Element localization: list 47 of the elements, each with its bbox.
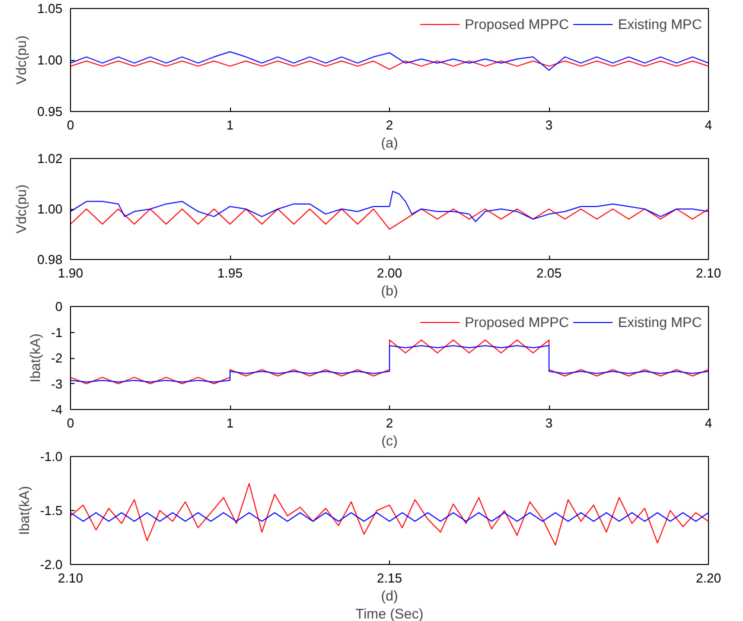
x-tick-label: 2.10 — [696, 266, 722, 280]
line-series — [70, 345, 708, 382]
x-tick-label: 2.00 — [376, 266, 402, 280]
y-tick-label: 1.00 — [37, 202, 63, 216]
x-tick-label: 2 — [386, 416, 394, 430]
y-tick-label: 1.00 — [37, 52, 63, 68]
text: (d) — [380, 588, 398, 604]
line-series — [70, 190, 708, 222]
x-tick-label: 1.90 — [58, 266, 84, 280]
x-tick-label: 2.05 — [536, 266, 562, 280]
line-series — [70, 208, 708, 230]
x-tick-label: 1 — [226, 118, 234, 132]
y-tick-label: 1.02 — [37, 151, 63, 166]
x-tick-label: 2 — [386, 118, 394, 132]
legend-label: Existing MPC — [618, 314, 702, 330]
legend-label: Proposed MPPC — [464, 16, 569, 32]
line-series — [70, 483, 708, 546]
y-axis-title: Ibat(kA) — [16, 486, 32, 536]
x-tick-label: 1 — [226, 416, 234, 430]
legend-label: Existing MPC — [618, 16, 702, 32]
line-series — [70, 339, 708, 384]
x-tick-label: 4 — [704, 416, 712, 430]
x-tick-label: 0 — [66, 118, 74, 132]
y-tick-label: -2 — [50, 350, 63, 366]
x-tick-label: 0 — [66, 416, 74, 430]
y-axis-title: Ibat(kA) — [26, 333, 43, 383]
y-tick-label: 1.05 — [37, 1, 63, 16]
line-series — [70, 51, 708, 71]
x-tick-label: 4 — [704, 118, 712, 132]
y-tick-label: 0.98 — [37, 252, 63, 267]
y-tick-label: 0.95 — [37, 104, 63, 119]
y-axis-title: Vdc(pu) — [13, 184, 30, 234]
x-tick-label: 2.15 — [376, 570, 402, 586]
y-tick-label: -1 — [50, 324, 63, 340]
y-axis-title: Vdc(pu) — [13, 35, 30, 85]
y-tick-label: 0 — [55, 299, 63, 314]
x-tick-label: 3 — [545, 118, 553, 132]
x-tick-label: 1.95 — [217, 266, 243, 280]
y-tick-label: -4 — [50, 402, 63, 417]
x-tick-label: 3 — [545, 416, 553, 430]
y-tick-label: -1.0 — [40, 449, 63, 464]
y-tick-label: -1.5 — [40, 503, 63, 518]
legend-label: Proposed MPPC — [464, 314, 569, 330]
y-tick-label: -3 — [50, 376, 63, 392]
y-tick-label: -2.0 — [40, 557, 63, 572]
x-tick-label: 2.20 — [696, 570, 722, 586]
x-tick-label: 2.10 — [58, 570, 84, 586]
